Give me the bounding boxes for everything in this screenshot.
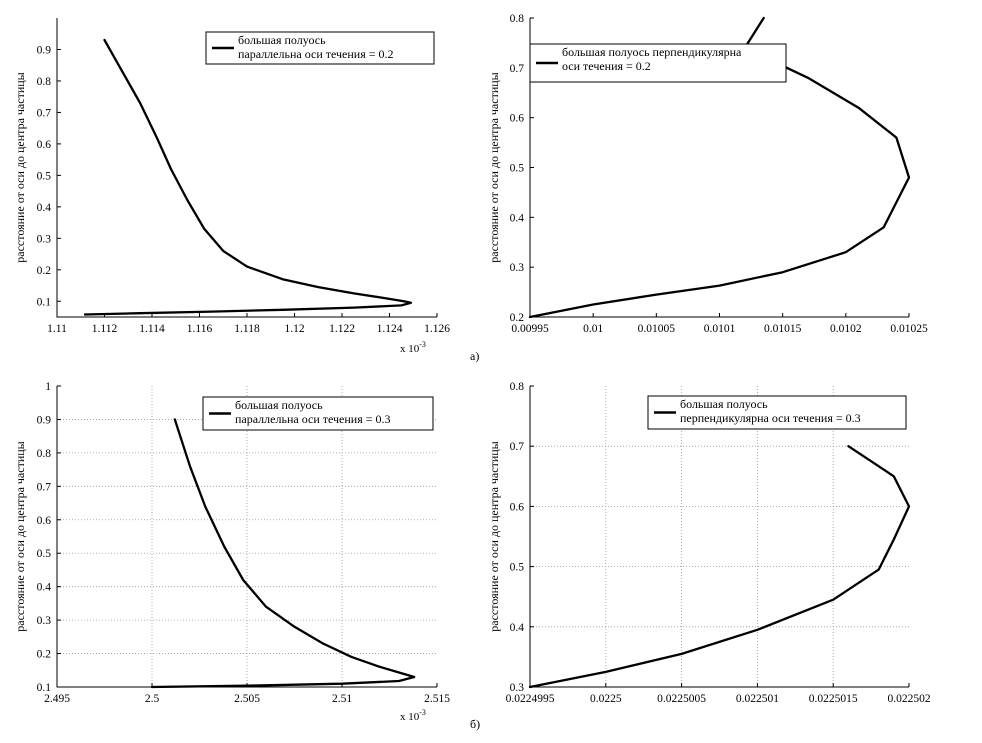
legend-label: большая полуось xyxy=(680,397,768,411)
x-tick-label: 2.505 xyxy=(234,693,260,705)
y-tick-label: 0.3 xyxy=(37,615,52,627)
series-line xyxy=(83,38,413,316)
x-tick-label: 0.0225015 xyxy=(809,693,858,705)
legend-box xyxy=(205,31,435,65)
x-tick-label: 1.122 xyxy=(329,323,355,335)
y-tick-label: 0.2 xyxy=(37,649,52,661)
y-tick-label: 0.4 xyxy=(510,212,525,224)
legend-label: параллельна оси течения = 0.2 xyxy=(238,47,394,61)
y-tick-label: 0.2 xyxy=(510,312,525,324)
y-tick-label: 0.6 xyxy=(37,515,52,527)
y-tick-label: 1 xyxy=(45,381,51,393)
y-tick-label: 0.7 xyxy=(37,481,52,493)
legend-label: оси течения = 0.2 xyxy=(562,59,651,73)
x-tick-label: 0.01015 xyxy=(764,323,802,335)
x-tick-label: 2.515 xyxy=(424,693,450,705)
panel-label-b: б) xyxy=(470,717,480,731)
y-tick-label: 0.6 xyxy=(510,113,525,125)
x-tick-label: 0.00995 xyxy=(511,323,549,335)
legend-label: большая полуось перпендикулярна xyxy=(562,45,742,59)
y-tick-label: 0.1 xyxy=(37,296,52,308)
y-tick-label: 0.7 xyxy=(510,63,525,75)
x-axis-multiplier: x 10-3 xyxy=(400,708,426,723)
chart-panel-bottom-left: 2.495 2.5 2.505 2.51 2.515 0.1 0.2 0.3 0.4 0.5 0.6… xyxy=(13,381,450,723)
y-tick-label: 0.3 xyxy=(510,682,525,694)
x-tick-label: 0.01025 xyxy=(890,323,928,335)
y-tick-label: 0.4 xyxy=(510,622,525,634)
legend-box xyxy=(202,396,434,431)
x-tick-label: 1.116 xyxy=(187,323,213,335)
y-tick-label: 0.1 xyxy=(37,682,52,694)
y-tick-label: 0.8 xyxy=(510,13,525,25)
x-tick-label: 0.0101 xyxy=(704,323,736,335)
y-tick-label: 0.8 xyxy=(510,381,525,393)
legend-box xyxy=(529,43,787,83)
x-tick-label: 2.5 xyxy=(145,693,160,705)
y-tick-label: 0.7 xyxy=(510,441,525,453)
legend-label: большая полуось xyxy=(235,398,323,412)
y-tick-label: 0.2 xyxy=(37,265,52,277)
y-tick-label: 0.3 xyxy=(37,233,52,245)
y-tick-label: 0.5 xyxy=(37,548,52,560)
legend-label: большая полуось xyxy=(238,33,326,47)
x-tick-label: 1.11 xyxy=(47,323,67,335)
y-tick-label: 0.3 xyxy=(510,262,525,274)
x-tick-label: 0.0224995 xyxy=(506,693,555,705)
y-tick-label: 0.6 xyxy=(510,501,525,513)
y-tick-label: 0.9 xyxy=(37,44,52,56)
y-tick-label: 0.4 xyxy=(37,202,52,214)
x-tick-label: 0.0225 xyxy=(590,693,622,705)
y-axis-label: расстояние от оси до центра частицы xyxy=(487,441,501,632)
y-tick-label: 0.5 xyxy=(510,163,525,175)
y-tick-label: 0.5 xyxy=(37,170,52,182)
chart-panel-top-left: 1.11 1.112 1.114 1.116 1.118 1.12 1.122 1.124 1.… xyxy=(13,18,450,355)
y-tick-label: 0.5 xyxy=(510,562,525,574)
y-tick-label: 0.9 xyxy=(37,414,52,426)
series-line xyxy=(150,418,416,689)
x-tick-label: 2.51 xyxy=(332,693,352,705)
y-axis-label: расстояние от оси до центра частицы xyxy=(13,441,27,632)
y-tick-label: 0.8 xyxy=(37,448,52,460)
y-tick-label: 0.4 xyxy=(37,582,52,594)
x-tick-label: 1.12 xyxy=(284,323,304,335)
x-tick-label: 0.01005 xyxy=(638,323,676,335)
y-tick-label: 0.7 xyxy=(37,107,52,119)
y-axis-label: расстояние от оси до центра частицы xyxy=(13,72,27,263)
x-tick-label: 0.01 xyxy=(583,323,603,335)
x-axis-multiplier: x 10-3 xyxy=(400,340,426,355)
legend-label: параллельна оси течения = 0.3 xyxy=(235,412,391,426)
chart-panel-bottom-right: 0.0224995 0.0225 0.0225005 0.022501 0.022501… xyxy=(487,381,931,705)
legend-box xyxy=(647,395,907,430)
y-tick-label: 0.8 xyxy=(37,76,52,88)
x-tick-label: 2.495 xyxy=(44,693,70,705)
x-tick-label: 0.0225005 xyxy=(657,693,706,705)
x-tick-label: 1.112 xyxy=(92,323,118,335)
x-tick-label: 1.126 xyxy=(424,323,450,335)
x-tick-label: 1.114 xyxy=(139,323,165,335)
x-tick-label: 1.118 xyxy=(234,323,260,335)
series-line xyxy=(528,16,911,319)
y-axis-label: расстояние от оси до центра частицы xyxy=(487,72,501,263)
x-tick-label: 1.124 xyxy=(377,323,403,335)
panel-label-a: а) xyxy=(470,349,479,363)
series-line xyxy=(528,445,911,689)
y-tick-label: 0.6 xyxy=(37,139,52,151)
x-tick-label: 0.022502 xyxy=(887,693,930,705)
x-tick-label: 0.022501 xyxy=(736,693,779,705)
x-tick-label: 0.0102 xyxy=(830,323,862,335)
legend-label: перпендикулярна оси течения = 0.3 xyxy=(680,411,861,425)
chart-panel-top-right: 0.00995 0.01 0.01005 0.0101 0.01015 0.0102 0.0… xyxy=(487,13,928,335)
